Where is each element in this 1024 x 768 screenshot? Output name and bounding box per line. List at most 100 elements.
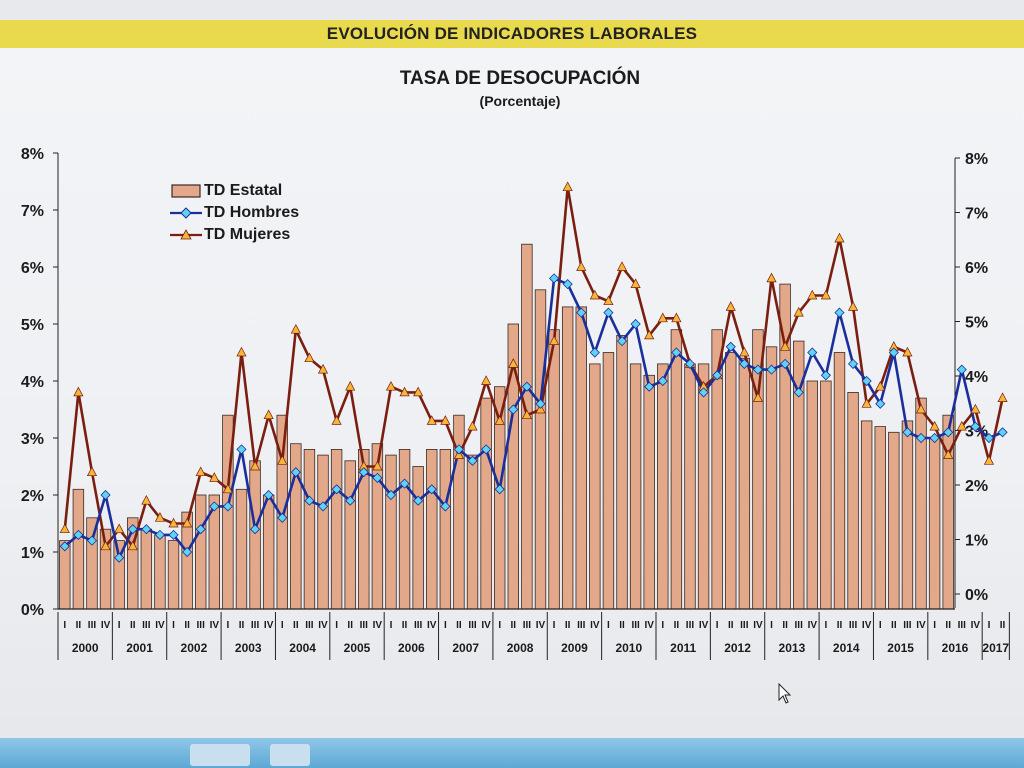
marker-hombres [59, 541, 70, 552]
quarter-label: III [142, 620, 151, 631]
marker-mujeres [562, 181, 573, 192]
quarter-label: IV [481, 620, 491, 631]
bar-estatal [670, 329, 683, 610]
quarter-label: II [945, 620, 951, 631]
marker-mujeres [943, 449, 954, 459]
marker-hombres [616, 336, 628, 347]
quarter-label: IV [916, 620, 926, 631]
marker-hombres [250, 524, 261, 535]
marker-hombres [413, 495, 424, 506]
bar-estatal [426, 448, 438, 610]
year-label: 2006 [398, 641, 425, 655]
quarter-label: III [305, 620, 314, 631]
marker-mujeres [657, 312, 668, 323]
marker-mujeres [168, 517, 179, 528]
quarter-label: IV [862, 620, 872, 631]
marker-mujeres [222, 483, 233, 494]
banner-title: EVOLUCIÓN DE INDICADORES LABORALES [326, 24, 698, 43]
quarter-label: IV [753, 620, 763, 631]
marker-hombres [73, 529, 84, 540]
year-label: 2009 [561, 641, 588, 655]
y-tick-label-left: 1% [21, 545, 44, 562]
marker-mujeres [290, 323, 301, 334]
marker-mujeres [780, 341, 791, 351]
bar-estatal [140, 528, 153, 610]
marker-mujeres [875, 380, 886, 391]
quarter-label: IV [318, 620, 328, 631]
quarter-label: III [523, 620, 532, 631]
marker-hombres [154, 529, 165, 540]
marker-mujeres [481, 375, 492, 385]
year-label: 2001 [126, 641, 153, 655]
bar-estatal [616, 334, 628, 610]
bar-estatal [806, 380, 818, 610]
marker-hombres [127, 524, 138, 535]
marker-mujeres [195, 466, 206, 477]
year-label: 2008 [507, 641, 534, 655]
marker-mujeres [86, 466, 98, 477]
marker-hombres [766, 364, 777, 375]
quarter-label: IV [808, 620, 818, 631]
marker-hombres [983, 432, 995, 444]
quarter-label: I [988, 620, 991, 631]
marker-hombres [494, 484, 505, 495]
quarter-label: II [184, 620, 190, 631]
year-label: 2013 [779, 641, 806, 655]
marker-mujeres [154, 512, 166, 522]
marker-mujeres [413, 386, 424, 397]
bar-estatal [548, 329, 560, 610]
marker-mujeres [807, 289, 818, 300]
marker-hombres [440, 501, 451, 512]
quarter-label: III [795, 620, 804, 631]
quarter-label: I [63, 620, 66, 631]
marker-hombres [915, 432, 927, 444]
marker-mujeres [521, 409, 532, 420]
quarter-label: I [281, 620, 284, 631]
taskbar-button[interactable] [270, 744, 310, 766]
marker-hombres [304, 495, 315, 506]
bar-estatal [575, 306, 587, 610]
bar-estatal [738, 357, 751, 610]
chart-legend: TD Estatal TD Hombres TD Mujeres [170, 180, 299, 246]
quarter-label: III [414, 620, 423, 631]
legend-label-mujeres: TD Mujeres [204, 226, 291, 243]
marker-hombres [725, 341, 736, 352]
marker-mujeres [589, 289, 600, 300]
bar-estatal [725, 352, 737, 610]
bar-estatal [643, 374, 655, 610]
quarter-label: II [782, 620, 788, 631]
quarter-label: IV [155, 620, 165, 631]
bar-estatal [235, 488, 248, 610]
diamond-line-icon [170, 207, 202, 219]
marker-mujeres [739, 346, 750, 357]
bar-estatal [657, 363, 669, 610]
taskbar-button[interactable] [190, 744, 250, 766]
quarter-label: IV [590, 620, 600, 631]
line-mujeres [63, 185, 1004, 548]
marker-mujeres [182, 517, 193, 528]
quarter-label: III [88, 620, 97, 631]
marker-hombres [426, 484, 437, 495]
chart-title: TASA DE DESOCUPACIÓN [399, 68, 641, 89]
marker-hombres [902, 427, 913, 438]
quarter-label: I [770, 620, 773, 631]
marker-mujeres [399, 386, 410, 397]
bar-estatal [412, 466, 424, 610]
marker-mujeres [616, 261, 628, 271]
marker-hombres [236, 444, 247, 455]
quarter-label: II [674, 620, 680, 631]
bar-estatal [561, 306, 574, 610]
year-label: 2007 [452, 641, 479, 655]
marker-hombres [848, 358, 859, 369]
bar-estatal [820, 380, 832, 610]
marker-mujeres [929, 420, 940, 431]
triangle-line-icon [170, 229, 202, 240]
quarter-label: I [879, 620, 882, 631]
y-tick-label-right: 4% [965, 369, 988, 386]
line-hombres [63, 277, 1004, 560]
bar-estatal [888, 431, 900, 610]
marker-mujeres [983, 455, 995, 465]
marker-mujeres [114, 523, 125, 534]
quarter-label: III [468, 620, 477, 631]
year-label: 2004 [289, 641, 316, 655]
